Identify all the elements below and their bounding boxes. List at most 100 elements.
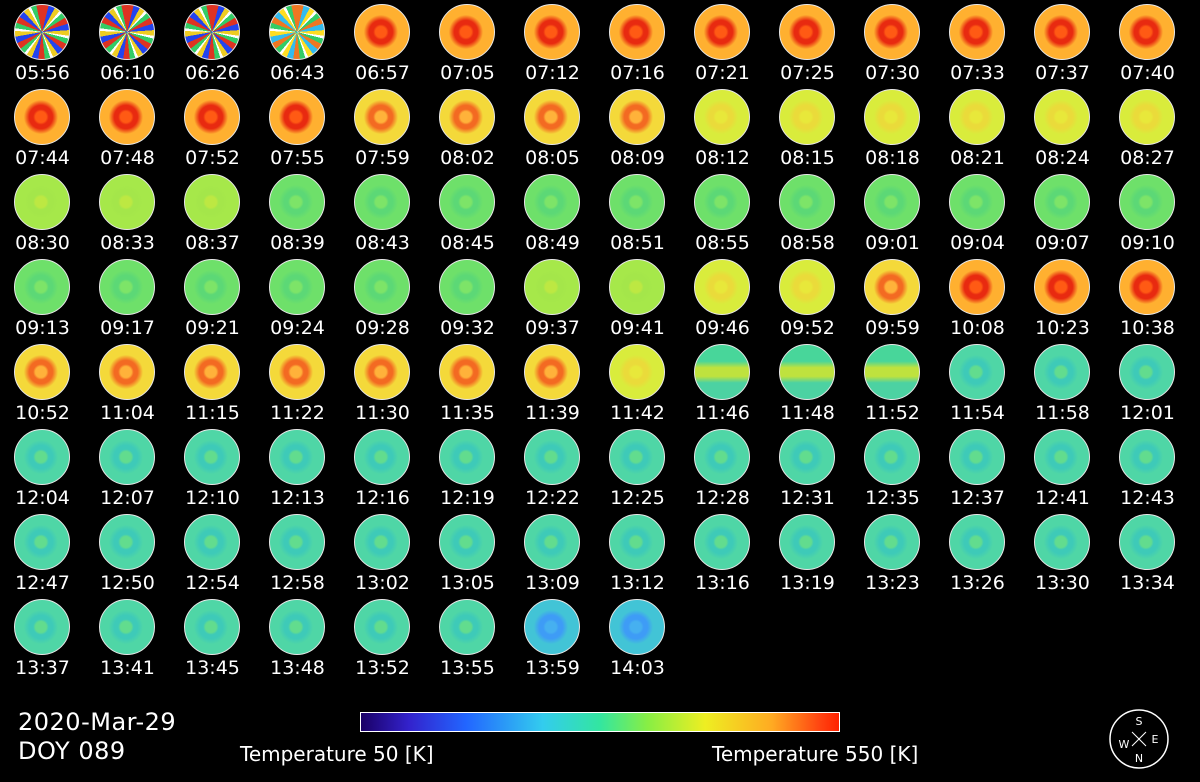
sky-frame: 12:19 [425,425,510,510]
sky-frame: 08:05 [510,85,595,170]
frame-time-label: 07:55 [270,147,325,169]
frame-time-label: 11:04 [100,402,155,424]
frame-time-label: 09:01 [865,232,920,254]
sky-frame: 07:30 [850,0,935,85]
sky-disk-image [864,514,920,570]
sky-disk-image [354,344,410,400]
sky-disk-image [439,429,495,485]
sky-disk-image [354,429,410,485]
sky-frame: 13:45 [170,595,255,680]
frame-time-label: 12:13 [270,487,325,509]
frame-time-label: 11:30 [355,402,410,424]
sky-disk-image [1034,429,1090,485]
frame-time-label: 12:35 [865,487,920,509]
sky-frame: 08:45 [425,170,510,255]
sky-disk-image [694,89,750,145]
sky-disk-image [779,344,835,400]
frame-time-label: 12:31 [780,487,835,509]
frame-time-label: 07:21 [695,62,750,84]
sky-disk-image [269,259,325,315]
frame-time-label: 12:58 [270,572,325,594]
sky-disk-image [184,599,240,655]
colorbar-max-label: Temperature 550 [K] [712,742,919,766]
frame-time-label: 06:57 [355,62,410,84]
frame-time-label: 12:25 [610,487,665,509]
sky-frame: 12:54 [170,510,255,595]
sky-disk-image [609,259,665,315]
sky-disk-image [269,174,325,230]
sky-frame: 09:10 [1105,170,1190,255]
frame-time-label: 11:54 [950,402,1005,424]
frame-time-label: 11:48 [780,402,835,424]
sky-frame: 11:54 [935,340,1020,425]
sky-frame: 09:32 [425,255,510,340]
sky-disk-image [269,89,325,145]
sky-disk-image [99,429,155,485]
sky-disk-image [949,344,1005,400]
frame-time-label: 12:50 [100,572,155,594]
sky-frame: 13:19 [765,510,850,595]
frame-time-label: 08:27 [1120,147,1175,169]
frame-time-label: 13:02 [355,572,410,594]
sky-frame: 09:37 [510,255,595,340]
frame-time-label: 09:13 [15,317,70,339]
sky-disk-image [779,259,835,315]
sky-frame: 12:47 [0,510,85,595]
sky-frame: 06:57 [340,0,425,85]
sky-disk-image [864,89,920,145]
sky-frame: 08:39 [255,170,340,255]
sky-frame: 07:52 [170,85,255,170]
frame-time-label: 07:25 [780,62,835,84]
frame-time-label: 14:03 [610,657,665,679]
frame-time-label: 07:37 [1035,62,1090,84]
sky-disk-image [269,344,325,400]
sky-frame: 11:22 [255,340,340,425]
frame-time-label: 08:05 [525,147,580,169]
sky-frame: 09:52 [765,255,850,340]
compass-north-label: N [1135,752,1143,765]
sky-disk-image [269,514,325,570]
frame-time-label: 08:58 [780,232,835,254]
frame-time-label: 13:55 [440,657,495,679]
compass-rose-icon: S N E W [1109,709,1169,769]
frame-time-label: 13:19 [780,572,835,594]
sky-frame: 08:51 [595,170,680,255]
frame-time-label: 11:52 [865,402,920,424]
frame-time-label: 07:33 [950,62,1005,84]
sky-disk-image [949,429,1005,485]
sky-disk-image [864,429,920,485]
sky-disk-image [269,599,325,655]
frame-time-label: 08:15 [780,147,835,169]
frame-time-label: 09:04 [950,232,1005,254]
sky-frame: 12:31 [765,425,850,510]
sky-frame: 07:48 [85,85,170,170]
frame-time-label: 08:37 [185,232,240,254]
frame-time-label: 13:45 [185,657,240,679]
sky-disk-image [14,259,70,315]
sky-frame: 13:16 [680,510,765,595]
sky-frame: 08:37 [170,170,255,255]
sky-frame: 11:04 [85,340,170,425]
sky-frame: 08:49 [510,170,595,255]
sky-frame: 06:43 [255,0,340,85]
frame-time-label: 09:28 [355,317,410,339]
sky-disk-image [609,514,665,570]
sky-disk-image [1034,514,1090,570]
frame-time-label: 06:43 [270,62,325,84]
sky-disk-image [14,4,70,60]
sky-frame: 13:37 [0,595,85,680]
sky-disk-image [864,4,920,60]
frame-time-label: 07:52 [185,147,240,169]
sky-disk-image [694,259,750,315]
all-sky-thermal-image-grid: 05:56 06:10 06:26 06:43 06:57 07:05 07:12 07:16… [0,0,1190,680]
sky-frame: 07:05 [425,0,510,85]
frame-time-label: 09:07 [1035,232,1090,254]
frame-time-label: 08:02 [440,147,495,169]
frame-time-label: 13:59 [525,657,580,679]
frame-time-label: 05:56 [15,62,70,84]
sky-frame: 09:59 [850,255,935,340]
sky-frame: 08:30 [0,170,85,255]
frame-time-label: 10:52 [15,402,70,424]
frame-time-label: 13:48 [270,657,325,679]
sky-frame: 12:35 [850,425,935,510]
